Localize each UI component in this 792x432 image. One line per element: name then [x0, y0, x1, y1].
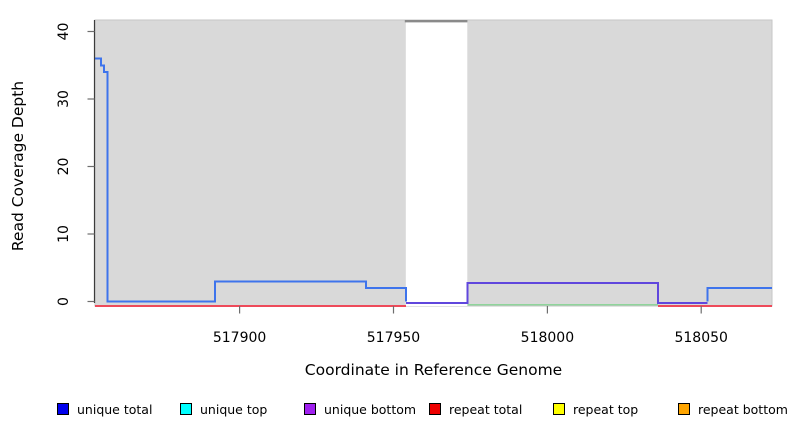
y-tick-label: 10 [56, 225, 72, 243]
x-tick-label: 517950 [367, 330, 420, 346]
y-tick-label: 30 [56, 90, 72, 108]
legend-item-repeat-bottom: repeat bottom [678, 398, 788, 420]
y-tick-label: 0 [56, 297, 72, 306]
legend-label: repeat total [449, 401, 523, 417]
legend-label: repeat top [573, 401, 639, 417]
legend-item-unique-total: unique total [57, 398, 152, 420]
masked-region [405, 21, 468, 306]
series-unique-total-right [706, 287, 772, 302]
legend-item-unique-top: unique top [180, 398, 267, 420]
unique-total-swatch-icon [57, 403, 69, 415]
x-tick-label: 518000 [521, 330, 574, 346]
x-axis-title: Coordinate in Reference Genome [304, 361, 563, 379]
repeat-total-swatch-icon [429, 403, 441, 415]
legend-item-repeat-top: repeat top [553, 398, 638, 420]
legend-label: unique bottom [324, 401, 417, 417]
y-axis-title: Read Coverage Depth [9, 80, 27, 252]
unique-bottom-swatch-icon [304, 403, 316, 415]
y-tick-label: 20 [56, 158, 72, 176]
x-tick-label: 518050 [674, 330, 727, 346]
repeat-top-swatch-icon [553, 403, 565, 415]
x-tick-label: 517900 [213, 330, 266, 346]
legend-label: unique top [200, 401, 268, 417]
legend-label: repeat bottom [698, 401, 788, 417]
chart-legend: unique total unique top unique bottom repea… [0, 398, 792, 424]
repeat-bottom-swatch-icon [678, 403, 690, 415]
series-unique-bottom [405, 281, 708, 304]
legend-label: unique total [77, 401, 153, 417]
series-unique-total [95, 57, 407, 303]
legend-item-repeat-total: repeat total [429, 398, 522, 420]
y-tick-label: 40 [56, 23, 72, 41]
legend-item-unique-bottom: unique bottom [304, 398, 416, 420]
unique-top-swatch-icon [180, 403, 192, 415]
